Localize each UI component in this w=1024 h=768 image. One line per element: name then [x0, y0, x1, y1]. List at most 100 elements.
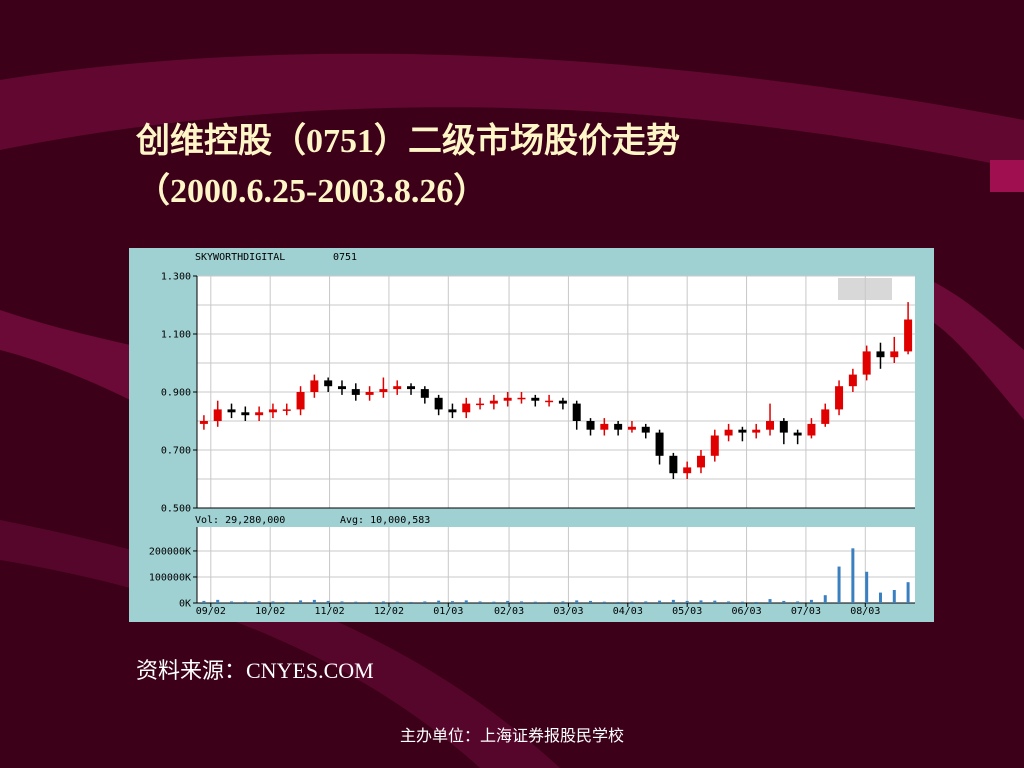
candle-body — [351, 389, 360, 395]
volume-bar — [671, 599, 675, 603]
volume-bar — [782, 600, 786, 603]
y-tick-label: 0.900 — [161, 388, 191, 399]
volume-bar — [644, 601, 648, 603]
chart-code: 0751 — [333, 252, 357, 263]
x-tick-label: 01/03 — [433, 606, 463, 617]
candle-body — [241, 412, 250, 416]
slide-title: 创维控股（0751）二级市场股价走势 — [135, 121, 680, 160]
candle-body — [268, 409, 277, 413]
volume-bar — [547, 601, 551, 603]
y-tick-label: 1.300 — [161, 272, 191, 283]
candle-body — [213, 409, 222, 421]
volume-bar — [892, 589, 896, 603]
y-tick-label: 0.500 — [161, 504, 191, 515]
tab — [990, 160, 1024, 192]
candle-body — [738, 429, 747, 433]
volume-bar — [713, 600, 717, 603]
volume-bar — [492, 601, 496, 603]
slide-subtitle: （2000.6.25-2003.8.26） — [136, 171, 487, 210]
candle-body — [462, 403, 471, 413]
candle-body — [489, 400, 498, 404]
y-tick-label: 0K — [179, 599, 191, 610]
x-tick-label: 10/02 — [255, 606, 285, 617]
volume-bar — [837, 566, 841, 603]
candle-body — [296, 392, 305, 410]
volume-bar — [243, 601, 247, 603]
x-tick-label: 11/02 — [314, 606, 344, 617]
candle-body — [821, 409, 830, 424]
vol-label: Vol: 29,280,000 — [195, 515, 285, 526]
candle-body — [710, 435, 719, 456]
volume-bar — [823, 595, 827, 603]
volume-bar — [437, 600, 441, 603]
x-tick-label: 02/03 — [494, 606, 524, 617]
candle-body — [324, 380, 333, 387]
volume-bar — [285, 601, 289, 603]
y-tick-label: 100000K — [149, 572, 191, 583]
candle-body — [199, 421, 208, 424]
candle-body — [655, 432, 664, 456]
candle-body — [752, 429, 761, 433]
volume-bar — [202, 600, 206, 603]
x-tick-label: 04/03 — [613, 606, 643, 617]
candle-body — [255, 412, 264, 416]
candle-body — [227, 409, 236, 413]
y-tick-label: 200000K — [149, 546, 191, 557]
volume-bar — [658, 600, 662, 603]
candle-body — [862, 351, 871, 375]
candle-body — [407, 386, 416, 390]
volume-bar — [409, 601, 413, 603]
candle-body — [310, 380, 319, 392]
candle-body — [420, 389, 429, 398]
candle-body — [476, 403, 485, 406]
source: 资料来源：CNYES.COM — [136, 658, 374, 683]
volume-bar — [326, 600, 330, 603]
volume-bar — [796, 601, 800, 603]
volume-bar — [478, 601, 482, 603]
candle-body — [793, 432, 802, 436]
chart-title: SKYWORTHDIGITAL — [195, 252, 285, 263]
swoosh — [0, 310, 130, 400]
candle-body — [835, 386, 844, 410]
candle-body — [807, 423, 816, 436]
x-tick-label: 12/02 — [374, 606, 404, 617]
volume-bar — [395, 601, 399, 603]
volume-bar — [450, 601, 454, 603]
volume-bar — [851, 548, 855, 603]
candle-body — [890, 351, 899, 358]
volume-bar — [561, 601, 565, 603]
volume-bar — [519, 601, 523, 603]
candle-body — [586, 421, 595, 430]
x-tick-label: 06/03 — [731, 606, 761, 617]
volume-bar — [299, 600, 303, 603]
volume-bar — [602, 601, 606, 603]
volume-bar — [271, 601, 275, 603]
candle-body — [503, 397, 512, 401]
volume-bar — [464, 600, 468, 603]
candle-body — [904, 319, 913, 352]
x-tick-label: 07/03 — [791, 606, 821, 617]
candle-body — [558, 400, 567, 404]
candle-body — [848, 374, 857, 387]
volume-bar — [699, 600, 703, 603]
volume-bar — [354, 601, 358, 603]
candle-body — [434, 397, 443, 410]
volume-bar — [809, 599, 813, 603]
candle-body — [393, 386, 402, 390]
y-tick-label: 1.100 — [161, 330, 191, 341]
volume-bar — [906, 582, 910, 603]
candle-body — [669, 455, 678, 474]
candle-body — [282, 409, 291, 411]
volume-bar — [589, 600, 593, 603]
volume-bar — [506, 600, 510, 603]
avg-label: Avg: 10,000,583 — [340, 515, 430, 526]
candle-body — [517, 397, 526, 400]
volume-bar — [312, 599, 316, 603]
swoosh — [0, 53, 1024, 170]
volume-bar — [616, 601, 620, 603]
candle-body — [572, 403, 581, 421]
volume-bar — [368, 601, 372, 603]
x-tick-label: 09/02 — [196, 606, 226, 617]
candle-body — [614, 423, 623, 430]
